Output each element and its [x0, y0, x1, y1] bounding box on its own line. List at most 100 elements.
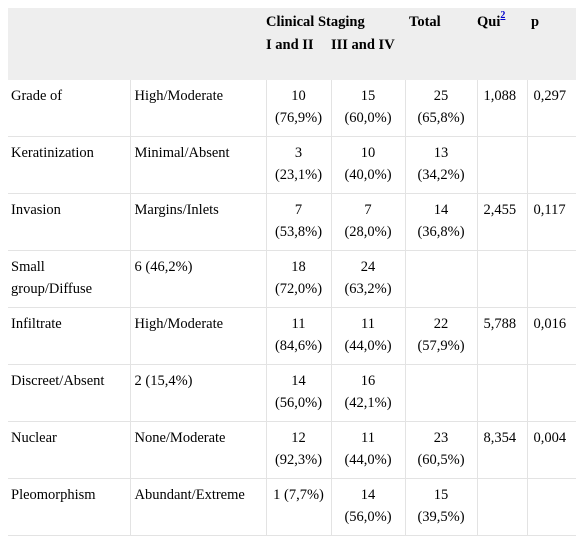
qui-cell [477, 364, 528, 422]
row-label: Invasion [8, 193, 131, 251]
stage-1-cell-text: (84,6%) [274, 338, 323, 354]
row-label: Grade of [8, 80, 131, 137]
stage-1-cell: 10 (76,9%) [266, 80, 332, 137]
row-category: 6 (46,2%) [130, 250, 267, 308]
p-cell [527, 136, 576, 194]
total-cell: 23 (60,5%) [405, 421, 478, 479]
stage-2-cell-text: (44,0%) [344, 452, 392, 468]
stage-1-cell-text: (92,3%) [274, 452, 323, 468]
p-cell: 0,004 [527, 421, 576, 479]
row-category-text: High/Moderate [134, 88, 224, 104]
row-category: None/Moderate [130, 421, 267, 479]
row-category-text: Margins/Inlets [134, 202, 219, 218]
stage-1-cell-text: 18 [291, 259, 306, 275]
header-total: Total [405, 8, 478, 34]
total-cell-text: (65,8%) [417, 110, 465, 126]
stage-2-cell-text: 14 [360, 487, 376, 503]
qui-cell: 2,455 [477, 193, 528, 251]
row-label: Pleomorphism [8, 478, 131, 536]
header-blank [8, 8, 130, 34]
qui-footnote-link[interactable]: 2 [500, 10, 506, 21]
header-p: p [527, 8, 576, 34]
p-cell-text: 0,117 [533, 202, 566, 218]
qui-cell [477, 136, 528, 194]
table-row: Invasion Margins/Inlets 7 (53,8%) 7 (28,0%) 14… [8, 193, 576, 251]
table-row: Nuclear None/Moderate 12 (92,3%) 11 (44,0%) 23… [8, 421, 576, 479]
qui-cell: 5,788 [477, 307, 528, 365]
p-cell [527, 364, 576, 422]
stage-2-cell: 14 (56,0%) [331, 478, 406, 536]
table-row: Infiltrate High/Moderate 11 (84,6%) 11 (44,0%… [8, 307, 576, 365]
row-label-text: Grade of [11, 88, 63, 104]
row-label-text: Nuclear [11, 430, 57, 446]
stage-2-cell-text: 10 [360, 145, 376, 161]
p-cell: 0,117 [527, 193, 576, 251]
table-body: Grade of High/Moderate 10 (76,9%) 15 (60,0%) 2… [8, 80, 576, 536]
stage-2-cell: 11 (44,0%) [331, 421, 406, 479]
stage-2-cell-text: (28,0%) [344, 224, 392, 240]
total-cell [405, 364, 478, 422]
row-category-text: High/Moderate [134, 316, 224, 332]
stage-2-cell-text: 15 [360, 88, 376, 104]
row-category-text: 6 (46,2%) [134, 259, 193, 275]
header-row: Clinical Staging Total Qui2 p [8, 8, 576, 34]
stage-2-cell: 10 (40,0%) [331, 136, 406, 194]
p-cell-text: 0,016 [533, 316, 567, 332]
p-cell: 0,297 [527, 80, 576, 137]
stage-1-cell: 11 (84,6%) [266, 307, 332, 365]
qui-cell-text: 2,455 [483, 202, 517, 218]
stage-2-cell-text: (42,1%) [344, 395, 392, 411]
stage-2-cell-text: 11 [361, 316, 375, 332]
stage-1-cell-text: (56,0%) [274, 395, 323, 411]
table-row: Keratinization Minimal/Absent 3 (23,1%) 10 (4… [8, 136, 576, 194]
total-cell: 14 (36,8%) [405, 193, 478, 251]
row-label-text: Discreet/Absent [11, 373, 105, 389]
row-category-text: Abundant/Extreme [134, 487, 245, 503]
stage-2-cell: 7 (28,0%) [331, 193, 406, 251]
stage-1-cell-text: 1 (7,7%) [273, 487, 324, 503]
stage-2-cell: 15 (60,0%) [331, 80, 406, 137]
header-clinical-staging: Clinical Staging [266, 8, 406, 34]
p-cell: 0,016 [527, 307, 576, 365]
row-category-text: None/Moderate [134, 430, 226, 446]
row-label: Nuclear [8, 421, 131, 479]
total-cell: 22 (57,9%) [405, 307, 478, 365]
qui-cell: 8,354 [477, 421, 528, 479]
stage-1-cell-text: 11 [291, 316, 306, 332]
header-blank [130, 34, 266, 80]
row-category: High/Moderate [130, 307, 267, 365]
row-category: Minimal/Absent [130, 136, 267, 194]
total-cell-text: (36,8%) [417, 224, 465, 240]
stage-2-cell-text: 7 [364, 202, 372, 218]
clinical-staging-table: Clinical Staging Total Qui2 p I and II I… [8, 8, 576, 536]
p-cell [527, 478, 576, 536]
stage-1-cell-text: (53,8%) [274, 224, 323, 240]
header-qui-label: Qui [477, 14, 501, 30]
stage-2-cell-text: (63,2%) [344, 281, 392, 297]
row-label: Infiltrate [8, 307, 131, 365]
total-cell-text: 25 [433, 88, 449, 104]
total-cell-text: 23 [433, 430, 449, 446]
header-stage-2: III and IV [331, 34, 406, 80]
total-cell-text: (60,5%) [417, 452, 465, 468]
total-cell: 25 (65,8%) [405, 80, 478, 137]
header-stage-1: I and II [266, 34, 331, 80]
qui-cell [477, 478, 528, 536]
stage-1-cell-text: 7 [294, 202, 303, 218]
stage-1-cell: 3 (23,1%) [266, 136, 332, 194]
table-row: Grade of High/Moderate 10 (76,9%) 15 (60,0%) 2… [8, 80, 576, 137]
row-category: Abundant/Extreme [130, 478, 267, 536]
qui-cell: 1,088 [477, 80, 528, 137]
stage-1-cell-text: 3 [294, 145, 303, 161]
p-cell-text: 0,004 [533, 430, 567, 446]
row-label: Keratinization [8, 136, 131, 194]
row-category-text: 2 (15,4%) [134, 373, 193, 389]
stage-2-cell-text: 24 [360, 259, 376, 275]
total-cell-text: 13 [433, 145, 449, 161]
stage-1-cell-text: 12 [291, 430, 306, 446]
total-cell-text: 14 [433, 202, 449, 218]
stage-1-cell: 18 (72,0%) [266, 250, 332, 308]
stage-2-cell-text: 11 [361, 430, 375, 446]
total-cell-text: (57,9%) [417, 338, 465, 354]
stage-1-cell-text: 10 [291, 88, 306, 104]
